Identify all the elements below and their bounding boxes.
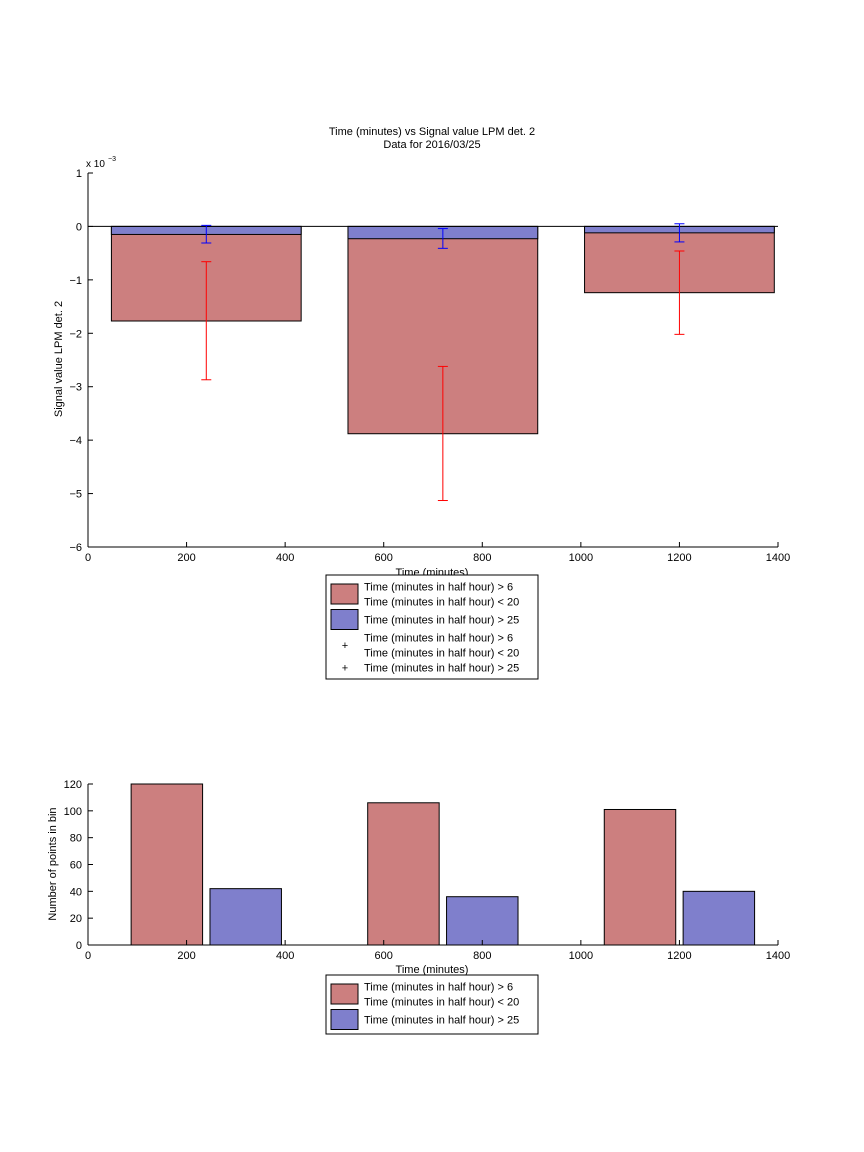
y-tick-label: 100: [64, 806, 82, 818]
legend-label: Time (minutes in half hour) < 20: [364, 597, 519, 609]
top-chart-exponent-label: x 10 −3: [86, 156, 116, 170]
y-tick-label: −2: [69, 328, 82, 340]
bottom-chart-bars: [130, 783, 756, 946]
x-tick-label: 1200: [667, 950, 691, 962]
x-tick-label: 0: [85, 552, 91, 564]
legend-swatch: [330, 583, 359, 605]
x-tick-label: 1000: [569, 552, 593, 564]
y-tick-label: 0: [76, 221, 82, 233]
x-tick-label: 800: [473, 552, 491, 564]
legend-plus-marker: +: [342, 663, 348, 675]
top-chart: Time (minutes) vs Signal value LPM det. …: [53, 126, 790, 680]
bottom-chart-legend: Time (minutes in half hour) > 6 Time (min…: [325, 974, 539, 1035]
bottom-chart: 0 200 400 600 800 1000 1200 1400 0 20 40 60 80 100 120…: [47, 779, 791, 1035]
legend-label: Time (minutes in half hour) > 6: [364, 582, 513, 594]
y-tick-label: 120: [64, 779, 82, 791]
legend-box: [325, 974, 539, 1035]
legend-label: Time (minutes in half hour) > 6: [364, 982, 513, 994]
y-tick-label: 20: [70, 913, 82, 925]
count-bar-blue: [209, 888, 282, 946]
x-tick-label: 600: [375, 950, 393, 962]
bottom-chart-xlabel: Time (minutes): [396, 964, 469, 976]
y-tick-label: 60: [70, 860, 82, 872]
y-tick-label: 80: [70, 833, 82, 845]
x-tick-label: 1400: [766, 552, 790, 564]
count-bar-blue: [682, 890, 756, 946]
y-tick-label: −5: [69, 489, 82, 501]
legend-swatch: [330, 609, 359, 630]
x-tick-label: 200: [177, 552, 195, 564]
x-tick-label: 1400: [766, 950, 790, 962]
legend-box: [325, 574, 539, 680]
x-tick-label: 1200: [667, 552, 691, 564]
legend-label: Time (minutes in half hour) > 25: [364, 663, 519, 675]
x-tick-label: 1000: [569, 950, 593, 962]
legend-label: Time (minutes in half hour) > 6: [364, 633, 513, 645]
top-chart-subtitle: Data for 2016/03/25: [383, 139, 480, 151]
legend-swatch: [330, 1009, 359, 1030]
top-chart-errorbars: [201, 223, 685, 502]
legend-label: Time (minutes in half hour) > 25: [364, 615, 519, 627]
bottom-chart-axes: 0 200 400 600 800 1000 1200 1400 0 20 40 60 80 100 120: [64, 779, 791, 962]
y-tick-label: −4: [69, 435, 82, 447]
y-tick-label: −1: [69, 275, 82, 287]
top-chart-exponent-power: −3: [108, 156, 116, 163]
y-tick-label: 0: [76, 940, 82, 952]
count-bar-red: [130, 783, 204, 946]
legend-label: Time (minutes in half hour) < 20: [364, 648, 519, 660]
top-chart-axes: 0 200 400 600 800 1000 1200 1400 −6 −5 −4 −3 −2 −1 0 1: [69, 168, 790, 564]
top-chart-ylabel: Signal value LPM det. 2: [53, 301, 65, 417]
top-chart-legend: Time (minutes in half hour) > 6 Time (min…: [325, 574, 539, 680]
top-chart-exponent-base: x 10: [86, 159, 105, 170]
count-bar-red: [367, 802, 440, 946]
legend-label: Time (minutes in half hour) < 20: [364, 997, 519, 1009]
legend-swatch: [330, 983, 359, 1005]
bottom-chart-ylabel: Number of points in bin: [47, 807, 59, 920]
x-tick-label: 400: [276, 552, 294, 564]
y-tick-label: −3: [69, 382, 82, 394]
legend-plus-marker: +: [342, 640, 348, 652]
x-tick-label: 400: [276, 950, 294, 962]
count-bar-red: [603, 808, 677, 946]
y-tick-label: 1: [76, 168, 82, 180]
top-chart-title: Time (minutes) vs Signal value LPM det. …: [329, 126, 535, 138]
x-tick-label: 600: [375, 552, 393, 564]
x-tick-label: 0: [85, 950, 91, 962]
y-tick-label: −6: [69, 542, 82, 554]
top-chart-bars: [88, 225, 778, 435]
x-tick-label: 800: [473, 950, 491, 962]
count-bar-blue: [446, 896, 519, 946]
y-tick-label: 40: [70, 886, 82, 898]
x-tick-label: 200: [177, 950, 195, 962]
legend-label: Time (minutes in half hour) > 25: [364, 1015, 519, 1027]
